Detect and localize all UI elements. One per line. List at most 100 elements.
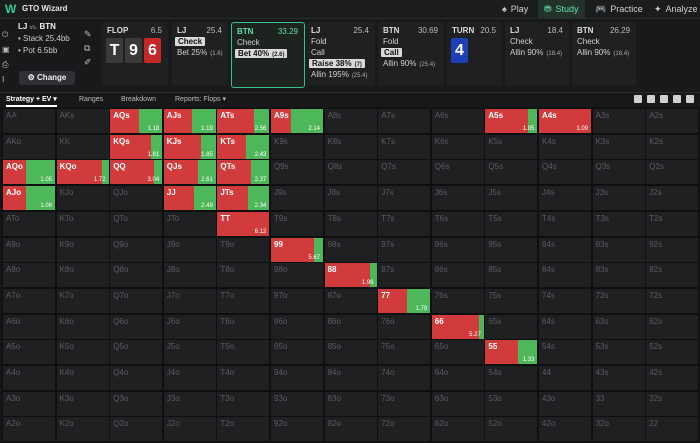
- hand-cell[interactable]: Q6o: [109, 313, 164, 340]
- hand-cell[interactable]: A3o: [2, 390, 56, 417]
- hand-cell[interactable]: Q8o: [109, 262, 164, 289]
- hand-cell[interactable]: 76o: [377, 313, 432, 340]
- hand-cell[interactable]: KK: [55, 133, 110, 160]
- nav-study[interactable]: ⛃ Study: [538, 0, 585, 18]
- hand-cell[interactable]: 73o: [377, 390, 432, 417]
- hand-cell[interactable]: 1.08 AJo: [2, 185, 56, 212]
- view-mode-icon[interactable]: [686, 95, 694, 103]
- hand-cell[interactable]: T8s: [323, 210, 378, 237]
- street-node[interactable]: LJ 25.4 Check Bet 25% (1.6): [172, 22, 228, 86]
- hand-cell[interactable]: T3s: [591, 210, 646, 237]
- hand-cell[interactable]: T3o: [216, 390, 271, 417]
- hand-cell[interactable]: Q7s: [377, 159, 432, 186]
- hand-cell[interactable]: 52s: [645, 339, 700, 366]
- hand-cell[interactable]: AKo: [2, 133, 56, 160]
- hand-cell[interactable]: A2s: [645, 108, 700, 134]
- hand-cell[interactable]: J5o: [162, 339, 217, 366]
- hand-cell[interactable]: 2.37 QTs: [216, 159, 271, 186]
- street-node[interactable]: BTN 33.29 Check Bet 40% (2.6): [231, 22, 305, 88]
- hand-cell[interactable]: 86s: [430, 262, 485, 289]
- hand-cell[interactable]: T7o: [216, 287, 271, 314]
- hand-cell[interactable]: 54s: [538, 339, 592, 366]
- view-mode-icon[interactable]: [673, 95, 681, 103]
- hand-cell[interactable]: 1.79 77: [377, 287, 432, 314]
- hand-cell[interactable]: K5s: [484, 133, 539, 160]
- hand-cell[interactable]: 62o: [430, 416, 485, 443]
- hand-cell[interactable]: J6s: [430, 185, 485, 212]
- hand-cell[interactable]: A6o: [2, 313, 56, 340]
- hand-cell[interactable]: 1.19 AJs: [162, 108, 217, 134]
- hand-cell[interactable]: J7o: [162, 287, 217, 314]
- hand-cell[interactable]: K8o: [55, 262, 110, 289]
- hand-cell[interactable]: Q7o: [109, 287, 164, 314]
- action-option[interactable]: Check: [175, 37, 206, 46]
- hand-cell[interactable]: A2o: [2, 416, 56, 443]
- print-icon[interactable]: ⎙: [2, 60, 9, 69]
- hand-cell[interactable]: K2o: [55, 416, 110, 443]
- hand-cell[interactable]: 64s: [538, 313, 592, 340]
- hand-cell[interactable]: 92o: [270, 416, 324, 443]
- hand-cell[interactable]: 86o: [323, 313, 378, 340]
- save-icon[interactable]: ▣: [2, 45, 10, 54]
- hand-cell[interactable]: 72s: [645, 287, 700, 314]
- hand-cell[interactable]: 84s: [538, 262, 592, 289]
- hand-cell[interactable]: A9o: [2, 236, 56, 263]
- hand-cell[interactable]: Q4s: [538, 159, 592, 186]
- hand-cell[interactable]: 2.49 JJ: [162, 185, 217, 212]
- hand-cell[interactable]: Q8s: [323, 159, 378, 186]
- hand-cell[interactable]: 95s: [484, 236, 539, 263]
- hand-cell[interactable]: 32s: [645, 390, 700, 417]
- nav-practice[interactable]: 🎮 Practice: [595, 0, 643, 18]
- hand-cell[interactable]: J9s: [270, 185, 324, 212]
- hand-cell[interactable]: 92s: [645, 236, 700, 263]
- action-option[interactable]: Check: [237, 38, 260, 47]
- hand-cell[interactable]: K9o: [55, 236, 110, 263]
- hand-cell[interactable]: 53s: [591, 339, 646, 366]
- hand-cell[interactable]: T9s: [270, 210, 324, 237]
- hand-cell[interactable]: 64o: [430, 365, 485, 391]
- view-mode-icon[interactable]: [647, 95, 655, 103]
- hand-cell[interactable]: 85s: [484, 262, 539, 289]
- hand-cell[interactable]: 42o: [538, 416, 592, 443]
- hand-cell[interactable]: 87o: [323, 287, 378, 314]
- action-option[interactable]: Allin 90% (25.4): [383, 59, 435, 68]
- hand-cell[interactable]: Q2o: [109, 416, 164, 443]
- hand-cell[interactable]: J9o: [162, 236, 217, 263]
- hand-cell[interactable]: 65s: [484, 313, 539, 340]
- hand-cell[interactable]: 32o: [591, 416, 646, 443]
- action-option[interactable]: Raise 38% (7): [309, 59, 365, 68]
- hand-cell[interactable]: T2s: [645, 210, 700, 237]
- hand-cell[interactable]: A4o: [2, 365, 56, 391]
- hand-cell[interactable]: 85o: [323, 339, 378, 366]
- hand-cell[interactable]: 97o: [270, 287, 324, 314]
- hand-cell[interactable]: 82o: [323, 416, 378, 443]
- hand-cell[interactable]: 1.72 KQo: [55, 159, 110, 186]
- hand-cell[interactable]: KJo: [55, 185, 110, 212]
- hand-cell[interactable]: J7s: [377, 185, 432, 212]
- hand-cell[interactable]: T8o: [216, 262, 271, 289]
- hand-cell[interactable]: Q5o: [109, 339, 164, 366]
- hand-cell[interactable]: AKs: [55, 108, 110, 134]
- hand-cell[interactable]: 98s: [323, 236, 378, 263]
- view-mode-icon[interactable]: [660, 95, 668, 103]
- action-option[interactable]: Fold: [383, 37, 399, 46]
- hand-cell[interactable]: 76s: [430, 287, 485, 314]
- hand-cell[interactable]: AA: [2, 108, 56, 134]
- hand-cell[interactable]: 1.09 A4s: [538, 108, 592, 134]
- hand-cell[interactable]: J8s: [323, 185, 378, 212]
- hand-cell[interactable]: 2.61 QJs: [162, 159, 217, 186]
- hand-cell[interactable]: 82s: [645, 262, 700, 289]
- hand-cell[interactable]: 33: [591, 390, 646, 417]
- hand-cell[interactable]: J6o: [162, 313, 217, 340]
- hand-cell[interactable]: K7s: [377, 133, 432, 160]
- hand-cell[interactable]: 94o: [270, 365, 324, 391]
- hand-cell[interactable]: T7s: [377, 210, 432, 237]
- hand-cell[interactable]: 54o: [484, 365, 539, 391]
- action-option[interactable]: Call: [311, 48, 325, 57]
- hand-cell[interactable]: 2.34 JTs: [216, 185, 271, 212]
- hand-cell[interactable]: 1.33 55: [484, 339, 539, 366]
- hand-cell[interactable]: K2s: [645, 133, 700, 160]
- hand-cell[interactable]: ATo: [2, 210, 56, 237]
- action-option[interactable]: Bet 25% (1.6): [177, 48, 223, 57]
- hand-cell[interactable]: 75s: [484, 287, 539, 314]
